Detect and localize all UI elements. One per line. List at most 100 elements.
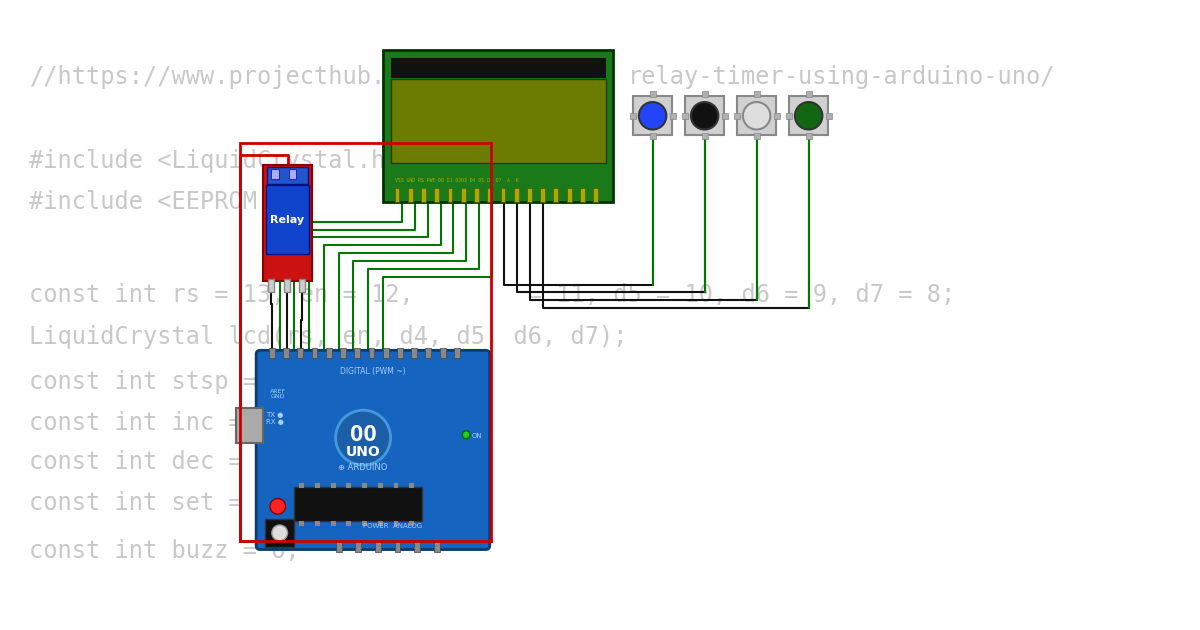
Bar: [414, 542, 420, 551]
Bar: [397, 348, 403, 358]
Bar: [390, 79, 606, 163]
Bar: [340, 348, 346, 358]
FancyBboxPatch shape: [256, 350, 490, 549]
Bar: [378, 483, 383, 488]
Circle shape: [272, 525, 288, 541]
Bar: [331, 521, 336, 526]
Text: LiquidCrystal lcd(rs, en, d4, d5, d6, d7);: LiquidCrystal lcd(rs, en, d4, d5, d6, d7…: [30, 324, 628, 348]
Bar: [454, 348, 460, 358]
Circle shape: [336, 410, 390, 465]
Bar: [702, 91, 708, 97]
Bar: [805, 134, 811, 139]
Bar: [326, 348, 331, 358]
Bar: [316, 521, 320, 526]
Bar: [378, 521, 383, 526]
Bar: [394, 483, 398, 488]
Text: relay-timer-using-arduino-uno/: relay-timer-using-arduino-uno/: [628, 64, 1056, 89]
Bar: [336, 542, 342, 551]
Bar: [362, 521, 367, 526]
Bar: [540, 188, 545, 202]
Bar: [390, 58, 606, 77]
Bar: [298, 348, 304, 358]
Text: ⊕ ARDUINO: ⊕ ARDUINO: [338, 462, 388, 472]
Bar: [433, 542, 439, 551]
Bar: [408, 188, 413, 202]
Bar: [649, 91, 655, 97]
Bar: [632, 96, 672, 135]
Bar: [682, 113, 688, 118]
Bar: [461, 188, 466, 202]
Bar: [283, 348, 289, 358]
Bar: [265, 519, 294, 547]
Bar: [553, 188, 558, 202]
Bar: [331, 483, 336, 488]
Bar: [827, 113, 833, 118]
Text: const int rs = 13, en = 12,        = 11, d5 = 10, d6 = 9, d7 = 8;: const int rs = 13, en = 12, = 11, d5 = 1…: [30, 284, 955, 307]
Bar: [566, 188, 571, 202]
Bar: [299, 483, 305, 488]
Bar: [299, 521, 305, 526]
Circle shape: [270, 498, 286, 514]
Bar: [409, 483, 414, 488]
Bar: [362, 483, 367, 488]
Bar: [271, 169, 278, 178]
Bar: [269, 348, 275, 358]
Bar: [383, 50, 613, 202]
Text: ON: ON: [472, 433, 482, 438]
Bar: [383, 348, 389, 358]
Bar: [754, 134, 760, 139]
Text: OO: OO: [349, 425, 377, 445]
Bar: [649, 134, 655, 139]
Bar: [288, 169, 296, 178]
Bar: [299, 278, 305, 292]
Bar: [734, 113, 740, 118]
Bar: [722, 113, 728, 118]
Bar: [474, 188, 479, 202]
Circle shape: [794, 102, 822, 130]
Circle shape: [638, 102, 666, 130]
Bar: [283, 278, 289, 292]
Text: POWER  ANALOG: POWER ANALOG: [362, 523, 422, 529]
Bar: [368, 348, 374, 358]
Text: const int inc = 3;: const int inc = 3;: [30, 411, 286, 435]
Bar: [790, 96, 828, 135]
Text: #include <LiquidCrystal.h>: #include <LiquidCrystal.h>: [30, 149, 400, 173]
Text: Relay: Relay: [270, 215, 305, 225]
Bar: [514, 188, 518, 202]
Text: TX ●
RX ●: TX ● RX ●: [266, 411, 283, 425]
Text: const int stsp = 2;: const int stsp = 2;: [30, 370, 300, 394]
Bar: [355, 542, 361, 551]
Bar: [412, 348, 418, 358]
Bar: [593, 188, 598, 202]
Bar: [434, 188, 439, 202]
Bar: [266, 167, 308, 185]
Text: const int dec = 4;: const int dec = 4;: [30, 450, 286, 474]
Bar: [786, 113, 792, 118]
Bar: [630, 113, 636, 118]
Bar: [448, 188, 452, 202]
Bar: [702, 134, 708, 139]
Text: const int buzz = 6;: const int buzz = 6;: [30, 539, 300, 563]
Bar: [347, 521, 352, 526]
Bar: [395, 188, 400, 202]
Bar: [439, 348, 445, 358]
Bar: [527, 188, 532, 202]
Bar: [235, 408, 263, 443]
Bar: [409, 521, 414, 526]
Bar: [347, 483, 352, 488]
Bar: [671, 113, 676, 118]
Bar: [294, 487, 422, 521]
Text: #include <EEPROM.h>: #include <EEPROM.h>: [30, 190, 300, 214]
Bar: [354, 348, 360, 358]
Text: AREF
GND: AREF GND: [270, 389, 286, 399]
Text: DIGITAL (PWM ~): DIGITAL (PWM ~): [340, 367, 406, 376]
Bar: [805, 91, 811, 97]
Bar: [312, 348, 318, 358]
Bar: [754, 91, 760, 97]
Text: VSS GND RS PWE D0 D1 D2D3 D4 D5 D6 D7  A  K: VSS GND RS PWE D0 D1 D2D3 D4 D5 D6 D7 A …: [395, 178, 518, 183]
FancyBboxPatch shape: [266, 185, 310, 254]
Bar: [268, 278, 274, 292]
Bar: [426, 348, 431, 358]
Bar: [774, 113, 780, 118]
Bar: [394, 521, 398, 526]
